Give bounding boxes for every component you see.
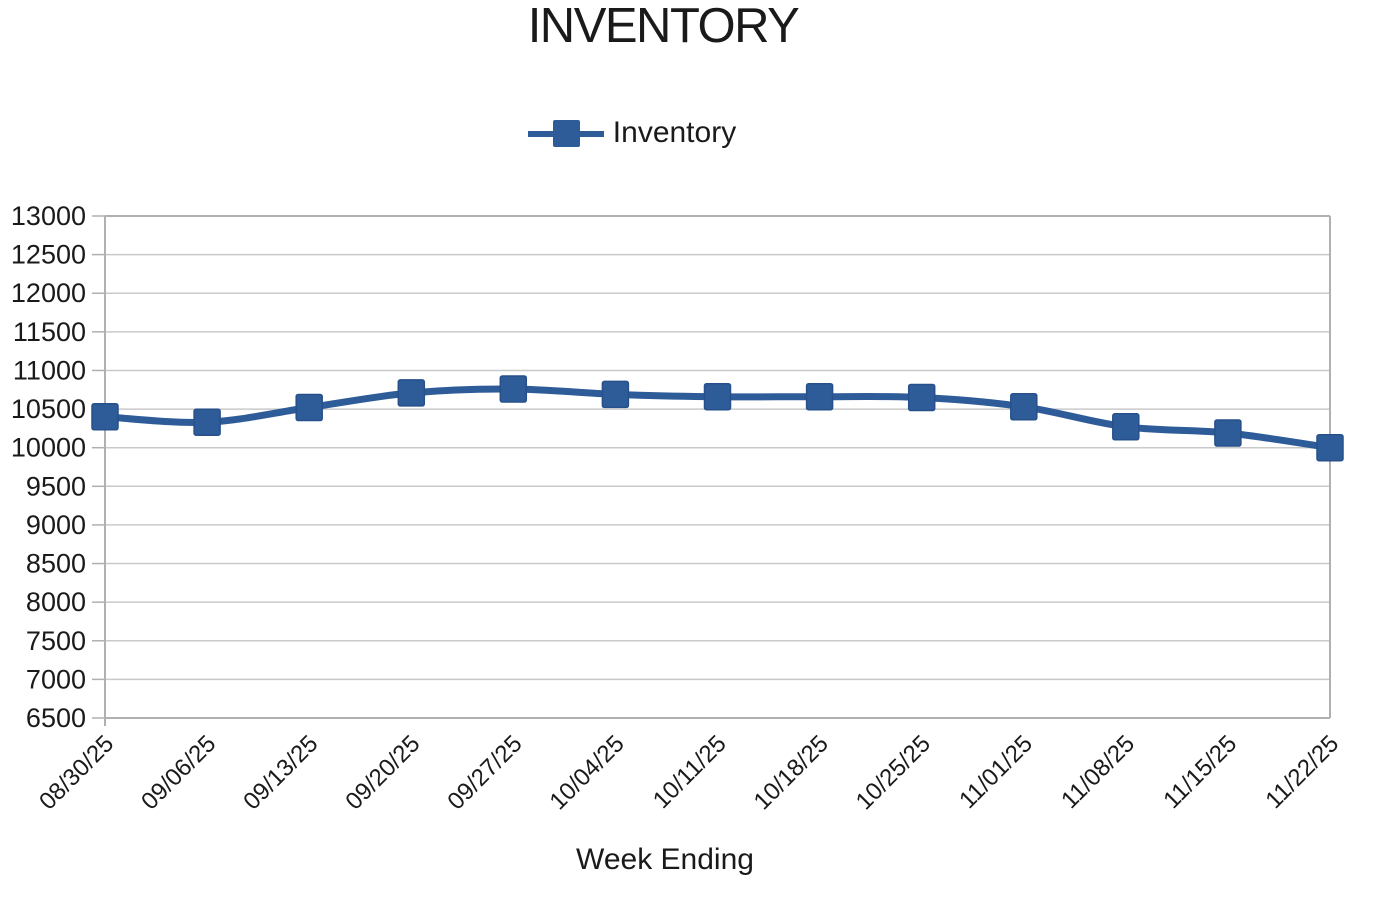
x-tick-label: 10/18/25 — [749, 730, 834, 815]
x-tick-label: 11/22/25 — [1260, 730, 1344, 814]
y-axis-labels: 6500 7000 7500 8000 8500 9000 9500 10000 10500 11… — [11, 201, 86, 733]
series-markers — [91, 375, 1344, 462]
data-point-marker — [1010, 393, 1038, 421]
legend: Inventory — [0, 114, 1264, 152]
y-tick-label: 12000 — [11, 278, 86, 308]
legend-label: Inventory — [612, 116, 737, 149]
data-point-marker — [397, 379, 426, 407]
y-tick-label: 9000 — [26, 510, 86, 540]
x-tick-label: 08/30/25 — [34, 730, 119, 815]
y-tick-label: 8500 — [26, 549, 86, 579]
data-point-marker — [907, 383, 936, 412]
x-axis-labels: 08/30/25 09/06/25 09/13/25 09/20/25 09/27/25… — [34, 730, 1344, 815]
x-tick-label: 10/04/25 — [545, 730, 630, 815]
legend-square-marker-icon — [552, 119, 580, 147]
gridlines — [105, 215, 1330, 719]
data-point-marker — [1316, 433, 1344, 462]
data-point-marker — [499, 375, 528, 403]
x-tick-label: 10/11/25 — [648, 730, 732, 814]
data-point-marker — [295, 393, 323, 422]
data-point-marker — [1112, 413, 1140, 441]
data-point-marker — [91, 403, 119, 431]
x-tick-label: 11/08/25 — [1056, 730, 1140, 814]
y-tick-label: 12500 — [11, 240, 86, 270]
axes — [92, 215, 1331, 726]
x-axis-title: Week Ending — [576, 843, 754, 876]
y-tick-label: 6500 — [26, 703, 86, 733]
y-tick-label: 7500 — [26, 626, 86, 656]
data-point-marker — [805, 382, 834, 411]
y-tick-label: 10500 — [11, 394, 86, 424]
x-tick-label: 09/27/25 — [442, 730, 527, 815]
x-tick-label: 10/25/25 — [851, 730, 936, 815]
x-tick-label: 11/15/25 — [1158, 730, 1242, 814]
y-tick-label: 9500 — [26, 471, 86, 501]
y-tick-label: 7000 — [26, 664, 86, 694]
data-point-marker — [193, 408, 221, 436]
y-tick-label: 13000 — [11, 201, 86, 231]
y-tick-label: 10000 — [11, 433, 86, 463]
x-tick-label: 09/13/25 — [238, 730, 323, 815]
data-point-marker — [601, 380, 630, 409]
x-tick-label: 09/06/25 — [136, 730, 221, 815]
data-point-marker — [703, 382, 732, 411]
legend-marker — [527, 119, 604, 147]
y-tick-label: 8000 — [26, 587, 86, 617]
y-tick-label: 11000 — [13, 355, 86, 385]
x-tick-label: 11/01/25 — [954, 730, 1038, 814]
y-tick-label: 11500 — [13, 317, 86, 347]
chart-title: INVENTORY — [527, 0, 800, 53]
data-point-marker — [1214, 419, 1242, 447]
x-tick-label: 09/20/25 — [340, 730, 425, 815]
